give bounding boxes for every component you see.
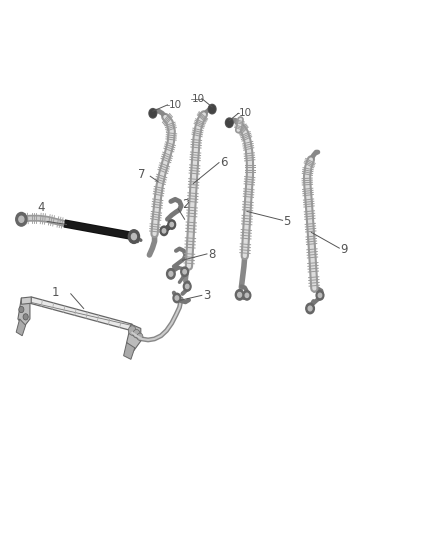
Text: 3: 3	[203, 289, 210, 302]
Circle shape	[137, 333, 143, 341]
Circle shape	[170, 222, 173, 227]
Circle shape	[19, 216, 24, 222]
Circle shape	[184, 282, 191, 291]
Circle shape	[210, 107, 214, 111]
Text: 7: 7	[138, 168, 145, 181]
Polygon shape	[16, 319, 26, 336]
Circle shape	[168, 220, 176, 229]
Polygon shape	[21, 297, 31, 304]
Text: 10: 10	[192, 94, 205, 103]
Polygon shape	[127, 324, 141, 350]
Text: 5: 5	[283, 215, 291, 229]
Polygon shape	[18, 298, 30, 327]
Circle shape	[238, 293, 242, 297]
Circle shape	[128, 230, 140, 244]
Polygon shape	[30, 297, 132, 330]
Text: 2: 2	[183, 198, 190, 211]
Circle shape	[306, 303, 314, 314]
Circle shape	[162, 229, 166, 233]
Circle shape	[131, 233, 137, 240]
Text: 8: 8	[208, 248, 215, 262]
Circle shape	[208, 104, 216, 114]
Circle shape	[316, 290, 324, 300]
Circle shape	[173, 293, 181, 303]
Circle shape	[151, 111, 155, 116]
Circle shape	[226, 119, 232, 126]
Circle shape	[160, 226, 168, 236]
Circle shape	[235, 289, 244, 300]
Circle shape	[245, 293, 249, 297]
Circle shape	[16, 213, 27, 226]
Polygon shape	[124, 343, 135, 359]
Text: 1: 1	[52, 286, 60, 299]
Circle shape	[209, 106, 215, 113]
Circle shape	[169, 271, 173, 276]
Text: 9: 9	[341, 243, 348, 256]
Circle shape	[150, 110, 156, 117]
Circle shape	[243, 290, 251, 300]
Circle shape	[318, 293, 322, 297]
Circle shape	[128, 326, 136, 335]
Circle shape	[166, 269, 175, 279]
Text: 4: 4	[37, 201, 44, 214]
Circle shape	[185, 284, 189, 288]
Circle shape	[133, 329, 140, 338]
Text: 10: 10	[239, 108, 252, 118]
Circle shape	[308, 306, 312, 311]
Circle shape	[23, 314, 28, 320]
Circle shape	[226, 118, 233, 127]
Circle shape	[228, 120, 231, 125]
Circle shape	[149, 109, 157, 118]
Circle shape	[175, 296, 179, 300]
Text: 10: 10	[169, 100, 182, 110]
Circle shape	[181, 267, 188, 277]
Text: 6: 6	[220, 156, 228, 169]
Circle shape	[19, 306, 24, 313]
Circle shape	[183, 270, 186, 274]
